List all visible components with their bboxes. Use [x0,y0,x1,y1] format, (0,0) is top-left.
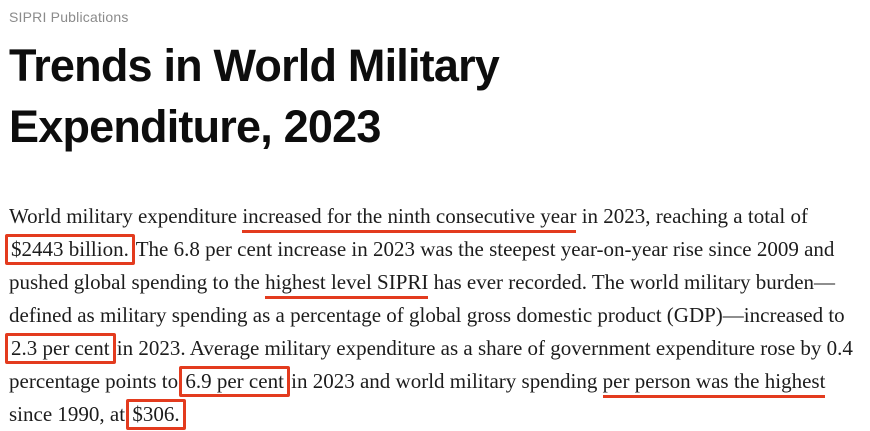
red-underline-annotation: increased for the ninth consecutive year [242,204,577,233]
text-run: in 2023. Average military expenditure as… [9,336,853,393]
red-box-annotation: 2.3 per cent [5,333,116,364]
red-box-annotation: 6.9 per cent [179,366,290,397]
red-box-annotation: $2443 billion. [5,234,135,265]
text-run: has ever recorded. The world military bu… [9,270,845,327]
red-underline-annotation: per person was the highest [602,369,826,398]
text-run: in 2023, reaching a total of [576,204,808,228]
text-run: The 6.8 per cent increase in 2023 was th… [9,237,835,294]
red-underline-annotation: highest level SIPRI [265,270,429,299]
red-box-annotation: $306. [126,399,186,430]
text-run: since 1990, at [9,402,131,426]
publication-kicker: SIPRI Publications [9,9,129,25]
page-title: Trends in World Military Expenditure, 20… [9,40,500,152]
text-run: in 2023 and world military spending [285,369,603,393]
text-run: World military expenditure [9,204,243,228]
lead-paragraph: World military expenditure increased for… [5,200,864,431]
